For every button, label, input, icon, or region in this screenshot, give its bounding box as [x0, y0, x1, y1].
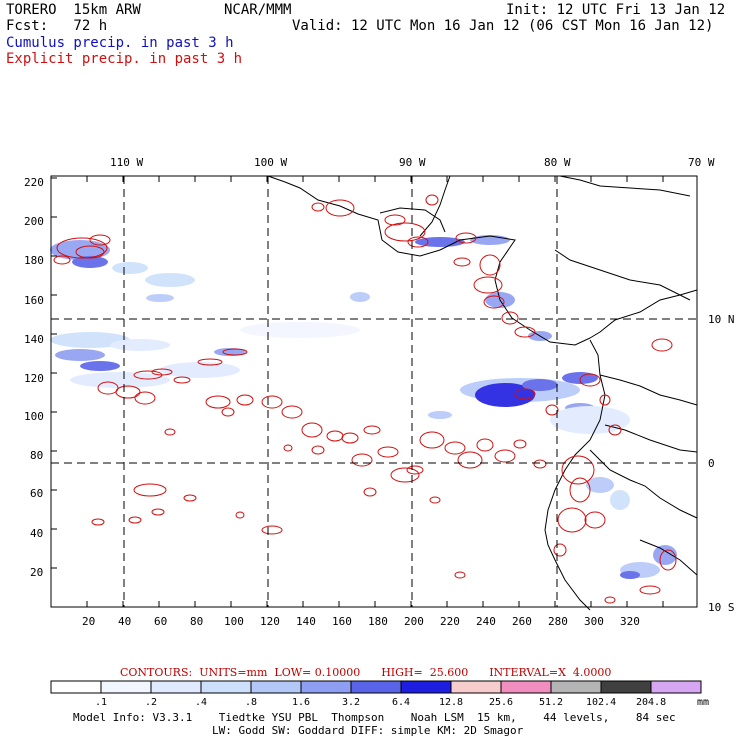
- y-tick-20: 20: [30, 566, 43, 579]
- lat-label-10s: 10 S: [708, 601, 735, 614]
- contour-info: CONTOURS: UNITS=mm LOW= 0.10000 HIGH= 25…: [120, 666, 612, 679]
- lat-label-0: 0: [708, 457, 715, 470]
- colorbar-label: 204.8: [636, 697, 667, 708]
- y-tick-40: 40: [30, 527, 43, 540]
- x-tick-120: 120: [260, 615, 280, 628]
- colorbar-swatch: [450, 680, 502, 694]
- y-tick-200: 200: [24, 215, 44, 228]
- colorbar-label: .1: [95, 697, 108, 708]
- colorbar-label: 1.6: [292, 697, 311, 708]
- lat-label-10n: 10 N: [708, 313, 735, 326]
- x-tick-80: 80: [190, 615, 203, 628]
- x-tick-140: 140: [296, 615, 316, 628]
- x-tick-100: 100: [224, 615, 244, 628]
- colorbar-unit: mm: [697, 697, 710, 708]
- colorbar-swatch: [350, 680, 402, 694]
- colorbar-label: .2: [145, 697, 158, 708]
- x-tick-180: 180: [368, 615, 388, 628]
- colorbar-swatch: [50, 680, 102, 694]
- x-tick-280: 280: [548, 615, 568, 628]
- colorbar-label: 102.4: [586, 697, 617, 708]
- forecast-hour: Fcst: 72 h: [6, 18, 108, 34]
- colorbar-swatch: [500, 680, 552, 694]
- x-tick-260: 260: [512, 615, 532, 628]
- colorbar-label: 12.8: [439, 697, 464, 708]
- y-tick-80: 80: [30, 449, 43, 462]
- colorbar-label: 25.6: [489, 697, 514, 708]
- x-tick-20: 20: [82, 615, 95, 628]
- colorbar-swatch: [550, 680, 602, 694]
- lon-label-110w: 110 W: [110, 156, 143, 169]
- x-tick-160: 160: [332, 615, 352, 628]
- plot-frame: [50, 175, 698, 608]
- explicit-precip-contours: [53, 194, 677, 604]
- lon-label-70w: 70 W: [688, 156, 715, 169]
- model-info: Model Info: V3.3.1 Tiedtke YSU PBL Thomp…: [73, 711, 676, 724]
- init-time: Init: 12 UTC Fri 13 Jan 12: [506, 2, 726, 18]
- colorbar-swatch: [650, 680, 702, 694]
- y-tick-220: 220: [24, 176, 44, 189]
- lon-label-80w: 80 W: [544, 156, 571, 169]
- colorbar-label: 6.4: [392, 697, 411, 708]
- y-tick-140: 140: [24, 333, 44, 346]
- model-physics: LW: Godd SW: Goddard DIFF: simple KM: 2D…: [212, 724, 524, 737]
- legend-explicit: Explicit precip. in past 3 h: [6, 51, 243, 67]
- center-label: NCAR/MMM: [224, 2, 292, 18]
- x-tick-220: 220: [440, 615, 460, 628]
- x-tick-60: 60: [154, 615, 167, 628]
- colorbar-swatch: [100, 680, 152, 694]
- cumulus-shading: [50, 235, 677, 579]
- colorbar-swatch: [400, 680, 452, 694]
- legend-cumulus: Cumulus precip. in past 3 h: [6, 35, 234, 51]
- model-title: TORERO 15km ARW: [6, 2, 141, 18]
- x-tick-200: 200: [404, 615, 424, 628]
- colorbar-swatch: [250, 680, 302, 694]
- x-tick-300: 300: [584, 615, 604, 628]
- y-tick-60: 60: [30, 487, 43, 500]
- colorbar-label: 3.2: [342, 697, 361, 708]
- valid-time: Valid: 12 UTC Mon 16 Jan 12 (06 CST Mon …: [292, 18, 714, 34]
- colorbar-swatch: [200, 680, 252, 694]
- x-tick-240: 240: [476, 615, 496, 628]
- colorbar-label: .8: [245, 697, 258, 708]
- lon-label-100w: 100 W: [254, 156, 287, 169]
- x-tick-40: 40: [118, 615, 131, 628]
- y-tick-100: 100: [24, 410, 44, 423]
- y-tick-120: 120: [24, 372, 44, 385]
- lon-label-90w: 90 W: [399, 156, 426, 169]
- colorbar-label: 51.2: [539, 697, 564, 708]
- colorbar-label: .4: [195, 697, 208, 708]
- lat-lon-grid: [51, 176, 697, 607]
- colorbar: [50, 680, 702, 694]
- colorbar-swatch: [300, 680, 352, 694]
- x-tick-320: 320: [620, 615, 640, 628]
- colorbar-swatch: [600, 680, 652, 694]
- y-tick-180: 180: [24, 254, 44, 267]
- colorbar-swatch: [150, 680, 202, 694]
- y-tick-160: 160: [24, 294, 44, 307]
